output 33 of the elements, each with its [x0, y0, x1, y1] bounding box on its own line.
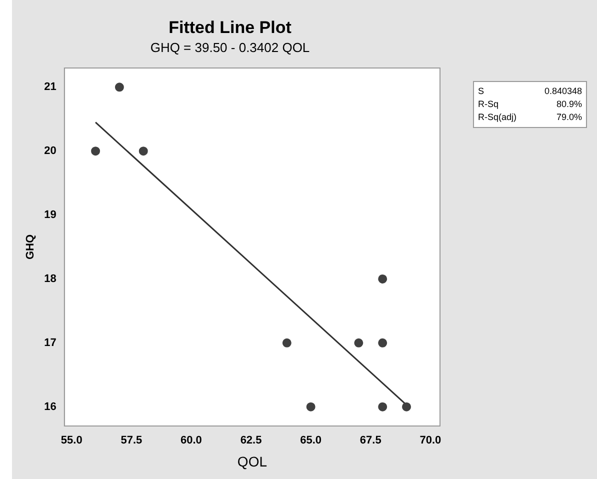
y-axis-title: GHQ	[24, 234, 37, 260]
x-tick-label: 55.0	[60, 434, 82, 447]
x-tick-label: 65.0	[300, 434, 322, 447]
y-tick-label: 18	[44, 272, 56, 285]
x-tick-label: 57.5	[120, 434, 142, 447]
x-axis-title: QOL	[237, 453, 268, 470]
x-tick-label: 62.5	[240, 434, 262, 447]
point	[91, 146, 100, 156]
y-tick-label: 16	[44, 400, 56, 413]
y-tick-label: 20	[44, 145, 56, 158]
point	[306, 402, 316, 412]
point	[138, 146, 148, 156]
point	[378, 338, 388, 348]
y-tick-label: 17	[44, 336, 56, 349]
text: 0.840348	[544, 85, 582, 98]
y-tick-label: 19	[44, 209, 56, 222]
text: R-Sq(adj)	[478, 111, 517, 124]
x-tick-label: 67.5	[360, 434, 382, 447]
point	[378, 274, 388, 284]
x-tick-label: 60.0	[180, 434, 202, 447]
y-tick-label: 21	[44, 81, 56, 94]
x-tick-label: 70.0	[420, 434, 442, 447]
point	[114, 82, 124, 92]
chart-subtitle: GHQ = 39.50 - 0.3402 QOL	[150, 40, 310, 55]
point	[402, 402, 412, 412]
point	[282, 338, 292, 348]
text: S	[478, 85, 484, 98]
chart-title: Fitted Line Plot	[168, 18, 292, 37]
point	[354, 338, 364, 348]
point	[378, 402, 388, 412]
text: 80.9%	[556, 98, 582, 111]
text: R-Sq	[478, 98, 499, 111]
text: 79.0%	[556, 111, 582, 124]
